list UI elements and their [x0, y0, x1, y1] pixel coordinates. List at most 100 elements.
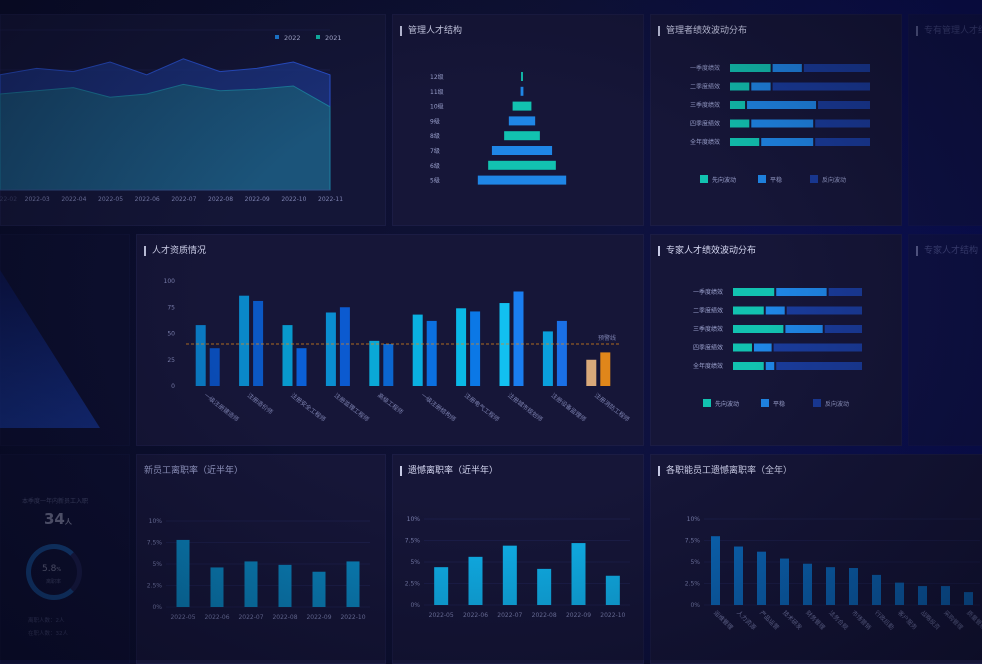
turnover-bar — [210, 567, 224, 607]
y-tick-label: 0% — [410, 602, 420, 609]
turnover-bar — [571, 543, 586, 605]
turnover-bar — [964, 592, 973, 605]
legend-swatch — [275, 35, 279, 39]
x-tick-label: 人力资源 — [735, 609, 758, 632]
x-tick-label: 2022-05 — [429, 612, 454, 619]
turnover-bar — [278, 564, 292, 607]
perf-row-label: 三季度绩效 — [690, 101, 720, 109]
pyramid-label: 11级 — [430, 88, 444, 96]
x-tick-label: 注册监理工程师 — [333, 391, 371, 423]
x-tick-label: 产品运营 — [758, 609, 781, 632]
talent-bar — [209, 348, 220, 386]
talent-bar — [542, 331, 553, 386]
talent-bar — [426, 320, 437, 386]
pyramid-bar — [521, 72, 523, 81]
perf-bar-反向波动 — [773, 343, 862, 352]
x-tick-label: 2022-06 — [463, 612, 488, 619]
y-tick-label: 10% — [149, 518, 163, 525]
legend-swatch — [761, 399, 769, 407]
perf-bar-反向波动 — [776, 362, 862, 370]
perf-bar-反向波动 — [772, 82, 870, 91]
pyramid-bar — [504, 131, 540, 141]
turnover-bar — [468, 556, 483, 605]
turnover-bar — [872, 574, 881, 605]
talent-bar — [325, 312, 336, 386]
pyramid-bar — [520, 86, 524, 96]
perf-bar-先向波动 — [733, 362, 764, 370]
perf-bar-平稳 — [776, 288, 827, 296]
y-tick-label: 25 — [167, 357, 175, 364]
talent-bar — [499, 303, 510, 386]
y-tick-label: 0 — [171, 383, 175, 390]
x-tick-label: 2022-05 — [170, 614, 195, 621]
perf-bar-平稳 — [765, 306, 785, 315]
turnover-bar — [803, 563, 812, 605]
perf-row-label: 三季度绩效 — [693, 325, 723, 333]
perf-row-label: 一季度绩效 — [690, 64, 720, 72]
y-tick-label: 5% — [410, 559, 420, 566]
turnover-bar — [734, 546, 743, 605]
perf-bar-平稳 — [761, 138, 814, 146]
perf-bar-反向波动 — [815, 138, 870, 146]
pyramid-bar — [491, 146, 553, 155]
legend-swatch — [813, 399, 821, 407]
turnover-bar — [895, 582, 904, 605]
perf-bar-平稳 — [785, 325, 823, 333]
legend-label: 反向波动 — [822, 176, 846, 184]
x-tick-label: 运维管理 — [712, 609, 735, 632]
perf-bar-先向波动 — [733, 343, 752, 352]
y-tick-label: 7.5% — [405, 538, 421, 545]
perf-row-label: 全年度绩效 — [693, 362, 723, 370]
pyramid-label: 12级 — [430, 73, 444, 81]
y-tick-label: 50 — [167, 331, 175, 338]
turnover-bar — [918, 586, 927, 605]
perf-bar-先向波动 — [730, 82, 750, 91]
talent-bar — [239, 295, 250, 386]
pyramid-label: 8级 — [430, 132, 440, 140]
x-tick-label: 质量管理 — [965, 609, 982, 632]
x-tick-label: 2022-08 — [532, 612, 557, 619]
pyramid-label: 5级 — [430, 177, 440, 185]
pyramid-label: 9级 — [430, 117, 440, 125]
perf-bar-先向波动 — [730, 101, 746, 109]
talent-bar — [383, 344, 394, 386]
pyramid-bar — [488, 160, 556, 170]
perf-bar-平稳 — [753, 343, 772, 352]
talent-bar — [296, 348, 307, 386]
x-tick-label: 战略投资 — [919, 609, 942, 632]
perf-bar-先向波动 — [730, 138, 760, 146]
perf-row-label: 四季度绩效 — [693, 344, 723, 352]
talent-bar — [470, 311, 481, 386]
talent-bar — [456, 308, 467, 386]
x-tick-label: 2022-06 — [204, 614, 229, 621]
legend-swatch — [700, 175, 708, 183]
legend-swatch — [758, 175, 766, 183]
perf-row-label: 全年度绩效 — [690, 138, 720, 146]
perf-bar-先向波动 — [733, 288, 775, 296]
x-tick-label: 2022-07 — [171, 196, 196, 203]
perf-bar-平稳 — [747, 101, 817, 109]
x-tick-label: 2022-09 — [245, 196, 270, 203]
turnover-bar — [605, 575, 620, 605]
y-tick-label: 0% — [152, 604, 162, 611]
y-tick-label: 5% — [690, 559, 700, 566]
legend-label: 2022 — [284, 34, 301, 42]
talent-bar — [586, 359, 597, 386]
perf-bar-平稳 — [751, 119, 814, 128]
pyramid-label: 10级 — [430, 103, 444, 111]
legend-label: 先向波动 — [715, 400, 739, 408]
pyramid-bar — [477, 175, 567, 185]
talent-bar — [282, 325, 293, 386]
legend-label: 平稳 — [773, 400, 785, 408]
x-tick-label: 客户服务 — [896, 609, 919, 632]
x-tick-label: 高级工程师 — [376, 391, 405, 416]
x-tick-label: 2022-02 — [0, 196, 17, 203]
legend-swatch — [316, 35, 320, 39]
x-tick-label: 技术研发 — [781, 609, 804, 632]
x-tick-label: 一级注册结构师 — [419, 391, 457, 423]
perf-bar-先向波动 — [733, 306, 764, 315]
x-tick-label: 2022-04 — [61, 196, 86, 203]
x-tick-label: 法务合规 — [827, 609, 850, 632]
turnover-bar — [244, 561, 258, 607]
